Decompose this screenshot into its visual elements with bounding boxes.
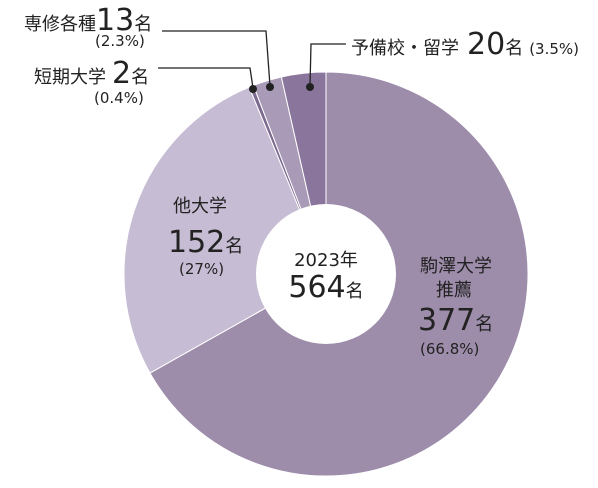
center-total-unit: 名 xyxy=(345,281,364,302)
label-yobiko-value: 20 xyxy=(467,27,506,62)
label-yobiko: 予備校・留学 20名 (3.5%) xyxy=(351,30,579,60)
leader-dot-senshu xyxy=(266,83,274,91)
label-senshu: 専修各種13名 xyxy=(24,6,152,36)
label-tanki-value: 2 xyxy=(112,56,132,91)
label-yobiko-percent: (3.5%) xyxy=(529,40,579,58)
leader-line-yobiko xyxy=(309,43,346,87)
label-tadaigaku-percent: (27%) xyxy=(179,260,225,278)
leader-dot-tanki xyxy=(249,85,257,93)
label-tanki-unit: 名 xyxy=(131,67,150,88)
leader-line-senshu xyxy=(162,30,271,87)
label-komazawa-percent: (66.8%) xyxy=(420,340,480,358)
label-senshu-name: 専修各種 xyxy=(24,14,96,35)
label-tanki: 短期大学 2名 xyxy=(34,59,149,89)
center-total: 564名 xyxy=(266,270,386,305)
label-tadaigaku-unit: 名 xyxy=(225,236,244,257)
label-senshu-percent: (2.3%) xyxy=(95,32,145,50)
label-tanki-name: 短期大学 xyxy=(34,67,106,88)
label-komazawa-line2: 推薦 xyxy=(436,280,472,301)
center-year: 2023年 xyxy=(294,250,358,271)
label-komazawa-unit: 名 xyxy=(475,314,494,335)
label-tadaigaku-name: 他大学 xyxy=(173,196,227,217)
center-total-value: 564 xyxy=(288,270,346,305)
label-komazawa-value: 377 xyxy=(418,303,476,338)
label-yobiko-unit: 名 xyxy=(505,38,524,59)
leader-lines xyxy=(158,30,346,89)
leader-line-tanki xyxy=(158,67,254,89)
label-tanki-percent: (0.4%) xyxy=(94,89,144,107)
donut-hole xyxy=(256,204,396,344)
label-senshu-value: 13 xyxy=(96,3,135,38)
label-senshu-unit: 名 xyxy=(134,14,153,35)
label-komazawa-count: 377名 xyxy=(418,306,493,336)
leader-dot-yobiko xyxy=(306,83,314,91)
label-komazawa-line1: 駒澤大学 xyxy=(420,256,492,277)
label-tadaigaku-value: 152 xyxy=(168,225,226,260)
label-yobiko-name: 予備校・留学 xyxy=(351,38,459,59)
label-tadaigaku-count: 152名 xyxy=(168,228,243,258)
